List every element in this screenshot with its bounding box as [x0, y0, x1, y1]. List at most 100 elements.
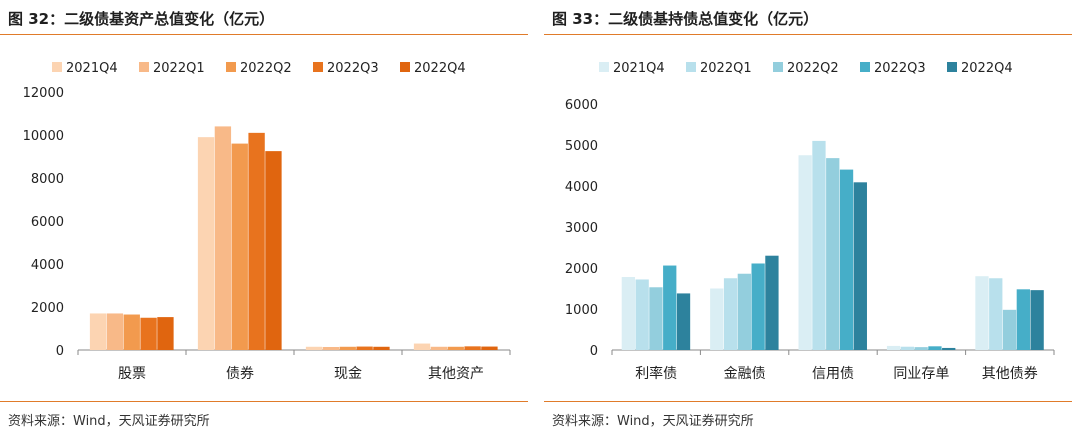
legend-swatch	[52, 62, 62, 72]
legend-item: 2022Q4	[947, 61, 1013, 76]
chart-panel-assets: 图 32：二级债基资产总值变化（亿元） 2021Q4 2022Q1 2022Q2 20…	[0, 0, 528, 435]
bar	[248, 132, 265, 350]
legend-item: 2022Q4	[400, 61, 466, 76]
bar	[157, 317, 174, 350]
legend-label: 2022Q4	[961, 61, 1013, 76]
legend-label: 2021Q4	[613, 61, 665, 76]
bar	[839, 169, 854, 350]
x-category-label: 信用债	[812, 366, 854, 382]
bar	[989, 278, 1003, 350]
bar	[798, 155, 812, 350]
bar	[826, 158, 840, 350]
y-tick-label: 5000	[565, 139, 598, 154]
legend-swatch	[313, 62, 323, 72]
y-tick-label: 4000	[565, 180, 598, 195]
bar-chart-assets: 2021Q4 2022Q1 2022Q2 2022Q3 2022Q4 0 2000 4000 6…	[23, 61, 511, 382]
bar	[765, 255, 779, 350]
bar	[339, 346, 356, 350]
legend-label: 2022Q2	[787, 61, 839, 76]
y-tick-label: 10000	[23, 129, 64, 144]
bar	[356, 346, 373, 350]
bar	[1030, 290, 1044, 350]
bar	[1002, 309, 1017, 350]
bar	[621, 277, 636, 350]
bar	[123, 314, 140, 350]
y-tick-label: 6000	[31, 215, 64, 230]
x-category-label: 利率债	[635, 365, 677, 382]
bar	[373, 346, 390, 350]
legend-item: 2022Q1	[139, 61, 205, 76]
bar	[140, 317, 157, 350]
legend-label: 2022Q1	[153, 61, 205, 76]
bar-chart-bond-holdings: 2021Q4 2022Q1 2022Q2 2022Q3 2022Q4 0 1000 2000 3…	[565, 61, 1055, 382]
bar	[723, 278, 738, 350]
legend-swatch	[139, 62, 149, 72]
y-tick-label: 3000	[565, 221, 598, 236]
legend-label: 2022Q3	[874, 61, 926, 76]
bar	[413, 343, 431, 350]
y-tick-label: 12000	[23, 86, 64, 101]
bar	[751, 263, 765, 350]
bar	[481, 346, 498, 350]
y-tick-label: 1000	[565, 303, 598, 318]
legend-swatch	[686, 62, 696, 72]
legend-label: 2022Q1	[700, 61, 752, 76]
x-category-label: 股票	[118, 366, 146, 382]
y-tick-label: 0	[590, 344, 598, 359]
legend-label: 2022Q3	[327, 61, 379, 76]
y-tick-label: 2000	[31, 301, 64, 316]
bar	[975, 276, 989, 350]
legend-swatch	[773, 62, 783, 72]
chart-source: 资料来源：Wind，天风证券研究所	[8, 414, 210, 429]
legend-swatch	[400, 62, 410, 72]
legend-swatch	[860, 62, 870, 72]
bar	[447, 346, 464, 350]
x-category-label: 现金	[334, 366, 362, 382]
bar	[1016, 289, 1030, 350]
source-divider	[0, 401, 528, 402]
y-tick-label: 4000	[31, 258, 64, 273]
chart-title: 图 33：二级债基持债总值变化（亿元）	[552, 10, 819, 28]
bar	[430, 346, 448, 350]
legend-label: 2022Q2	[240, 61, 292, 76]
legend-item: 2022Q2	[773, 61, 839, 76]
legend-label: 2021Q4	[66, 61, 118, 76]
bar	[305, 346, 323, 350]
x-category-label: 债券	[226, 366, 254, 382]
bar	[853, 182, 867, 350]
legend-item: 2022Q3	[860, 61, 926, 76]
x-category-label: 其他资产	[428, 366, 484, 382]
bar	[942, 347, 956, 350]
bar	[710, 288, 724, 350]
chart-panel-bond-holdings: 图 33：二级债基持债总值变化（亿元） 2021Q4 2022Q1 2022Q2 20…	[544, 0, 1072, 435]
legend-swatch	[226, 62, 236, 72]
bar	[900, 346, 915, 350]
legend-item: 2022Q2	[226, 61, 292, 76]
legend-swatch	[599, 62, 609, 72]
y-tick-label: 2000	[565, 262, 598, 277]
y-tick-label: 8000	[31, 172, 64, 187]
bar	[197, 137, 215, 350]
x-category-label: 同业存单	[893, 366, 949, 382]
bar	[231, 143, 248, 350]
bar	[886, 345, 901, 350]
bar	[89, 313, 107, 350]
title-divider	[544, 34, 1072, 35]
legend-item: 2021Q4	[599, 61, 665, 76]
bar	[214, 126, 232, 351]
x-category-label: 金融债	[724, 366, 766, 382]
legend-label: 2022Q4	[414, 61, 466, 76]
legend-item: 2022Q3	[313, 61, 379, 76]
legend-item: 2022Q1	[686, 61, 752, 76]
bar	[106, 313, 124, 350]
source-divider	[544, 401, 1072, 402]
chart-title: 图 32：二级债基资产总值变化（亿元）	[8, 10, 275, 28]
legend-swatch	[947, 62, 957, 72]
bar	[649, 287, 663, 350]
bar	[464, 346, 481, 350]
legend-item: 2021Q4	[52, 61, 118, 76]
chart-source: 资料来源：Wind，天风证券研究所	[552, 414, 754, 429]
bar	[928, 346, 942, 350]
title-divider	[0, 34, 528, 35]
y-tick-label: 6000	[565, 98, 598, 113]
